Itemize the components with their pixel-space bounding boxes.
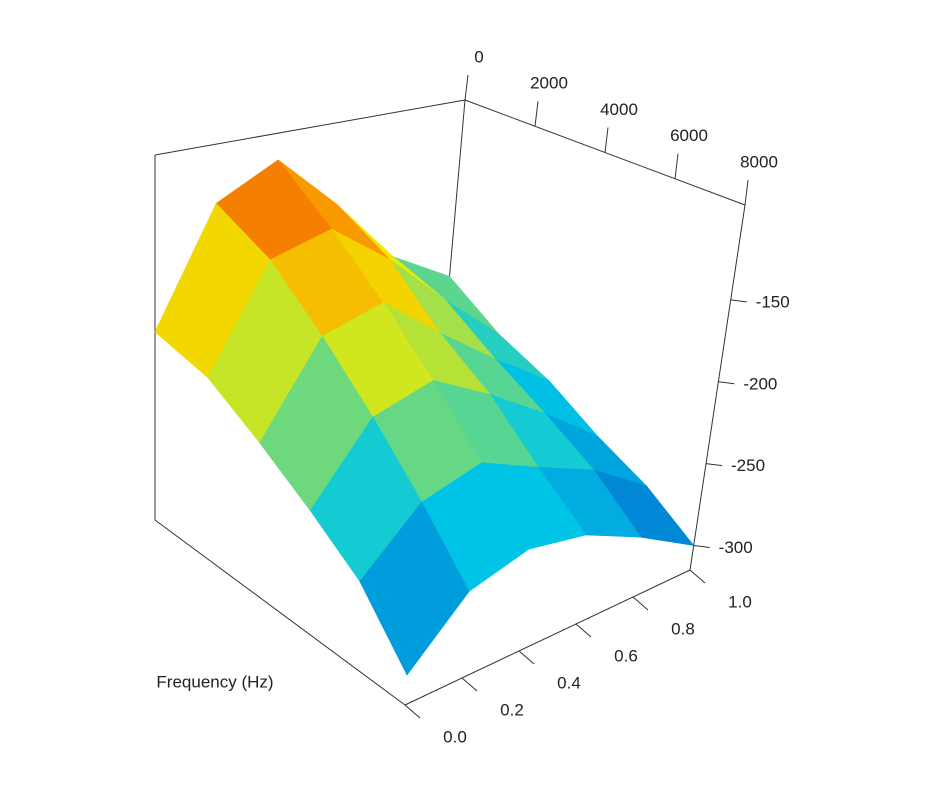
z-tick: [705, 463, 723, 467]
x-tick: [744, 179, 749, 206]
y-tick-label: 0.6: [614, 646, 638, 665]
y-tick-label: 0.0: [443, 727, 467, 746]
y-tick-label: 0.4: [557, 673, 581, 692]
y-tick: [518, 650, 535, 665]
x-tick: [464, 74, 469, 101]
x-tick: [534, 101, 539, 127]
x-tick-label: 0: [474, 47, 483, 66]
y-tick-label: 1.0: [728, 592, 752, 611]
x-tick-label: 4000: [600, 100, 638, 119]
z-tick: [693, 544, 710, 548]
x-tick-label: 2000: [530, 74, 568, 93]
box-edge: [689, 204, 746, 571]
y-tick-label: 0.8: [671, 619, 695, 638]
box: [154, 99, 746, 706]
x-tick-label: 8000: [740, 152, 778, 171]
axes: 0 2000 4000 6000 8000 0.0 0.2 0.4 0.6 0.8 1.0 -150 -…: [404, 47, 790, 746]
z-tick-label: -300: [719, 538, 753, 557]
axis-label: Frequency (Hz): [156, 672, 273, 691]
box-edge: [404, 569, 691, 706]
x-tick: [604, 127, 609, 153]
surface-cell: [359, 501, 470, 676]
z-tick: [730, 299, 747, 303]
y-tick: [689, 569, 706, 584]
y-tick: [575, 623, 592, 638]
surface: [154, 159, 695, 676]
y-tick: [404, 704, 421, 719]
z-tick: [718, 381, 735, 385]
z-tick-label: -250: [731, 456, 765, 475]
box-edge: [154, 519, 406, 706]
y-tick: [461, 677, 478, 692]
z-tick-label: -150: [756, 292, 790, 311]
x-tick-label: 6000: [670, 126, 708, 145]
z-tick-label: -200: [743, 374, 777, 393]
y-tick: [632, 596, 649, 611]
box-edge: [154, 99, 466, 156]
y-tick-label: 0.2: [500, 700, 524, 719]
x-tick: [674, 153, 679, 179]
